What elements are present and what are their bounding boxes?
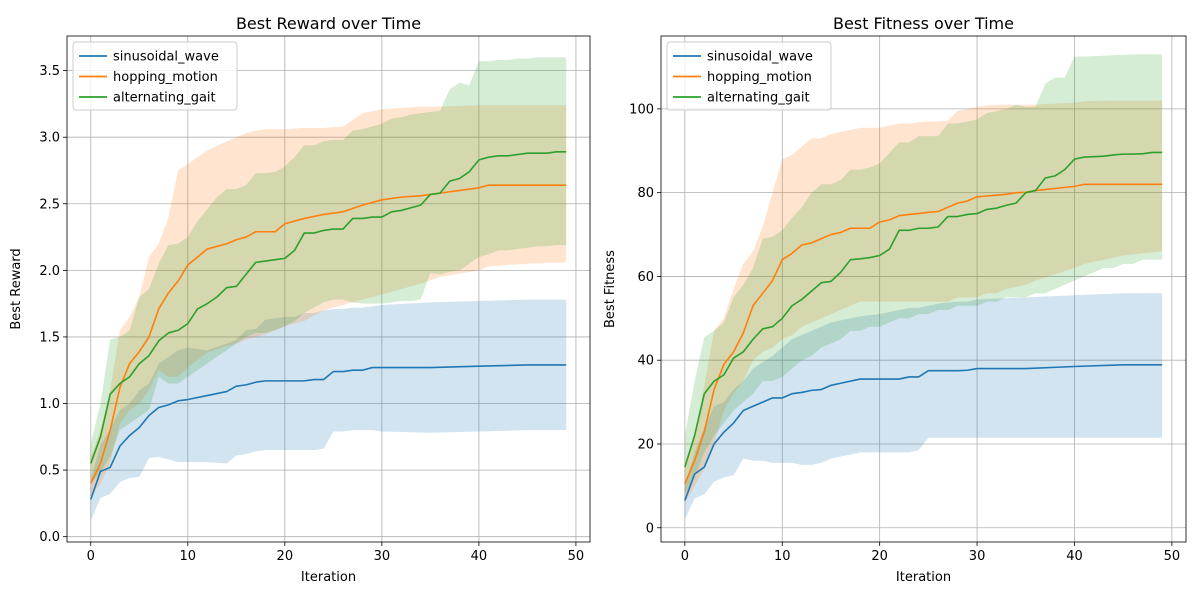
series-line-sinusoidal_wave	[684, 364, 1163, 501]
y-tick-label: 2.0	[39, 264, 60, 279]
confidence-bands	[90, 57, 567, 521]
x-tick-label: 20	[277, 549, 294, 564]
y-tick-label: 2.5	[39, 197, 60, 212]
chart-title: Best Fitness over Time	[833, 14, 1014, 33]
y-tick-label: 100	[629, 102, 654, 117]
y-tick-label: 0.0	[39, 530, 60, 545]
legend-box	[72, 41, 238, 111]
series-line-hopping_motion	[90, 184, 567, 484]
legend-box	[666, 41, 832, 111]
legend-label: sinusoidal_wave	[707, 50, 813, 65]
y-axis-label: Best Reward	[9, 248, 24, 329]
legend-label: hopping_motion	[707, 70, 812, 85]
series-line-hopping_motion	[684, 183, 1163, 485]
x-tick-label: 30	[374, 549, 391, 564]
series-line-sinusoidal_wave	[90, 364, 567, 500]
chart-title: Best Reward over Time	[236, 14, 421, 33]
series-line-alternating_gait	[684, 151, 1163, 468]
x-tick-label: 10	[774, 549, 791, 564]
y-tick-label: 3.5	[39, 64, 60, 79]
x-tick-label: 0	[681, 549, 689, 564]
fitness-chart: Best Fitness over Time Iteration Best Fi…	[603, 14, 1187, 585]
grid-lines	[67, 36, 590, 542]
x-tick-label: 50	[1164, 549, 1181, 564]
y-tick-label: 0.5	[39, 464, 60, 479]
y-tick-label: 0	[646, 521, 654, 536]
series-lines	[684, 151, 1163, 501]
y-tick-label: 40	[637, 354, 654, 369]
legend-label: hopping_motion	[113, 70, 218, 85]
legend-label: sinusoidal_wave	[113, 50, 219, 65]
y-tick-label: 1.5	[39, 330, 60, 345]
confidence-band-alternating_gait	[684, 54, 1163, 495]
y-tick-label: 3.0	[39, 131, 60, 146]
reward-chart: Best Reward over Time Iteration Best Rew…	[9, 14, 591, 585]
series-line-alternating_gait	[90, 151, 567, 464]
x-tick-label: 20	[871, 549, 888, 564]
x-tick-label: 10	[180, 549, 197, 564]
legend-label: alternating_gait	[707, 91, 810, 106]
confidence-band-alternating_gait	[90, 57, 567, 484]
legend: sinusoidal_wave hopping_motion alternati…	[666, 41, 832, 111]
x-tick-label: 40	[1066, 549, 1083, 564]
x-axis-label: Iteration	[301, 570, 356, 585]
x-tick-label: 40	[471, 549, 488, 564]
legend: sinusoidal_wave hopping_motion alternati…	[72, 41, 238, 111]
confidence-band-sinusoidal_wave	[684, 293, 1163, 520]
x-tick-label: 30	[969, 549, 986, 564]
axes-frame	[66, 35, 591, 543]
x-axis-label: Iteration	[896, 570, 951, 585]
x-tick-label: 0	[87, 549, 95, 564]
confidence-band-sinusoidal_wave	[90, 299, 567, 521]
series-lines	[90, 151, 567, 500]
x-tick-label: 50	[568, 549, 585, 564]
axes-frame	[660, 35, 1187, 543]
legend-label: alternating_gait	[113, 91, 216, 106]
y-tick-label: 60	[637, 270, 654, 285]
confidence-band-hopping_motion	[90, 105, 567, 497]
y-axis-label: Best Fitness	[603, 250, 618, 328]
y-tick-label: 1.0	[39, 397, 60, 412]
y-tick-label: 20	[637, 437, 654, 452]
confidence-band-hopping_motion	[684, 100, 1163, 503]
confidence-bands	[684, 54, 1163, 520]
y-tick-label: 80	[637, 186, 654, 201]
